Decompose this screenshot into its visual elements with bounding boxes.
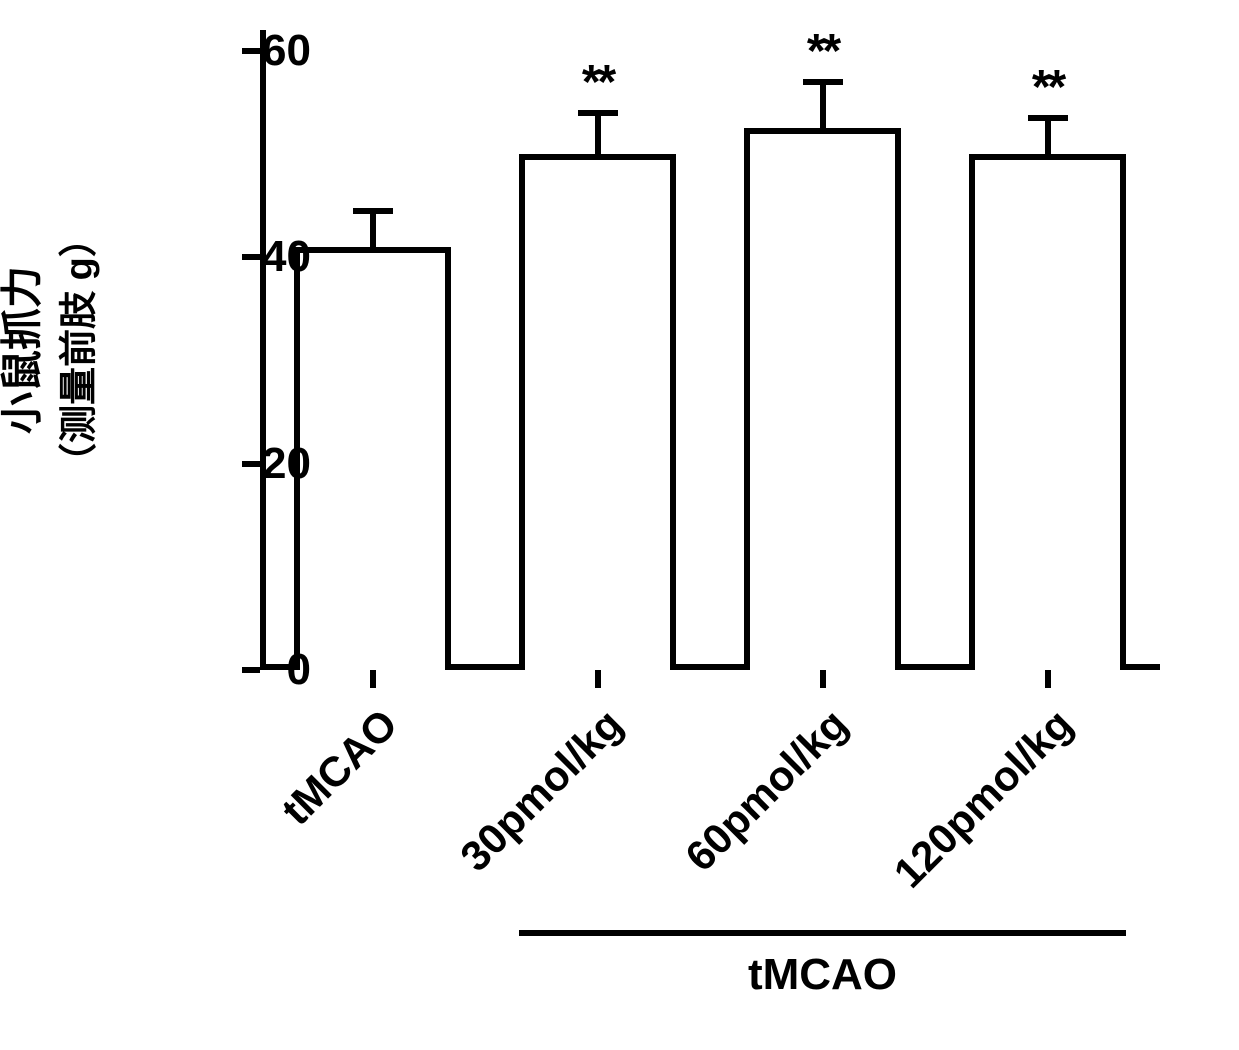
chart-container: 小鼠抓力 （测量前肢 g） 0 20 40 60 tMCAO 30pmol/kg60pm… xyxy=(0,0,1239,1050)
error-bar-cap xyxy=(803,79,843,85)
y-tick-label: 20 xyxy=(262,439,311,489)
y-axis-title-line1: 小鼠抓力 xyxy=(0,266,45,434)
significance-label: ** xyxy=(1032,60,1063,115)
x-tick-label: tMCAO xyxy=(272,700,407,835)
error-bar-cap xyxy=(1028,115,1068,121)
x-tick-label: 30pmol/kg xyxy=(451,700,632,881)
y-tick xyxy=(242,254,260,260)
group-label: tMCAO xyxy=(748,950,897,1000)
y-tick-label: 60 xyxy=(262,26,311,76)
bar xyxy=(744,128,902,670)
significance-label: ** xyxy=(582,55,613,110)
y-tick xyxy=(242,461,260,467)
x-tick xyxy=(595,670,601,688)
error-bar xyxy=(1045,118,1051,154)
error-bar-cap xyxy=(578,110,618,116)
group-bracket xyxy=(519,930,1127,936)
error-bar xyxy=(370,211,376,247)
x-tick-label: 60pmol/kg xyxy=(676,700,857,881)
x-tick-label: 120pmol/kg xyxy=(884,700,1081,897)
x-tick xyxy=(1045,670,1051,688)
y-tick xyxy=(242,667,260,673)
y-axis-line xyxy=(260,30,266,670)
error-bar xyxy=(820,82,826,128)
x-tick xyxy=(820,670,826,688)
y-tick-label: 40 xyxy=(262,232,311,282)
y-tick xyxy=(242,48,260,54)
x-tick xyxy=(370,670,376,688)
y-axis-title: 小鼠抓力 （测量前肢 g） xyxy=(0,219,105,481)
y-tick-label: 0 xyxy=(287,645,311,695)
plot-area xyxy=(260,30,1160,670)
bar xyxy=(294,247,452,670)
error-bar xyxy=(595,113,601,154)
y-axis-title-line2: （测量前肢 g） xyxy=(58,219,100,481)
bar xyxy=(519,154,677,670)
error-bar-cap xyxy=(353,208,393,214)
bar xyxy=(969,154,1127,670)
significance-label: ** xyxy=(807,24,838,79)
